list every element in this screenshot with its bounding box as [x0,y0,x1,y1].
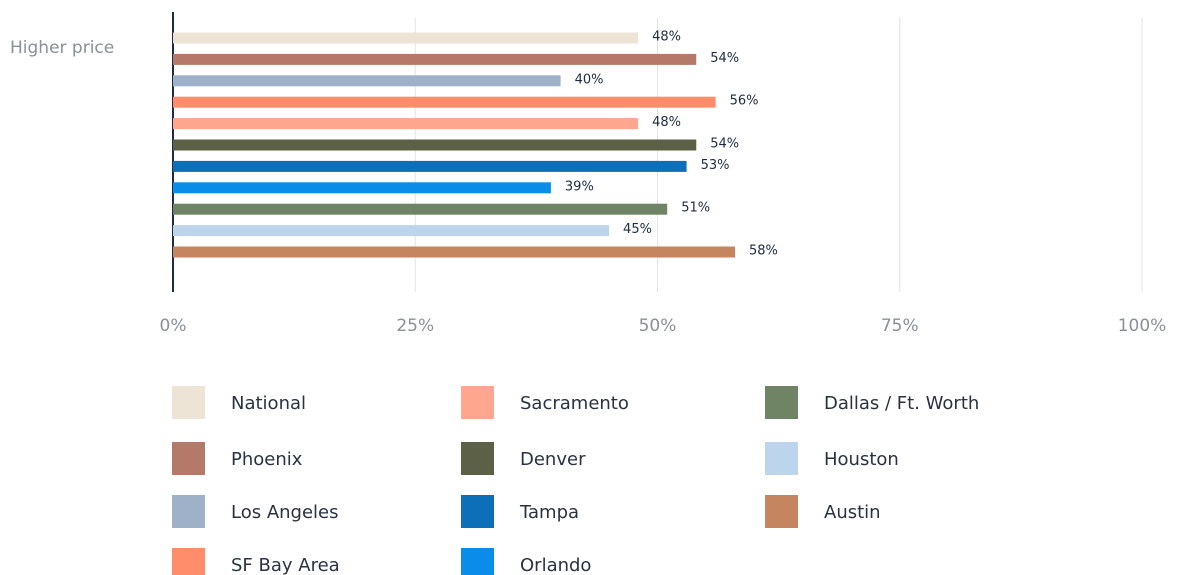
bar [173,203,668,215]
value-label: 40% [575,72,604,87]
value-label: 51% [681,201,710,216]
legend-label: Sacramento [520,393,629,414]
bar [173,246,736,258]
legend-swatch [461,548,494,575]
x-tick-label: 0% [160,316,187,336]
legend-swatch [172,442,205,475]
bar [173,160,687,172]
value-label: 48% [652,115,681,130]
x-tick-label: 75% [881,316,919,336]
value-label: 39% [565,179,594,194]
bar [173,53,697,65]
legend-label: Austin [824,502,881,523]
legend-label: Orlando [520,555,591,575]
legend-label: Denver [520,449,586,470]
bar [173,32,639,44]
value-label: 45% [623,222,652,237]
value-label: 58% [749,244,778,259]
legend-swatch [461,495,494,528]
legend-label: Tampa [519,502,579,523]
legend-swatch [172,548,205,575]
legend-swatch [172,386,205,419]
bar [173,139,697,151]
value-label: 54% [710,51,739,66]
legend-swatch [461,386,494,419]
x-tick-label: 100% [1118,316,1167,336]
legend-label: Houston [824,449,899,470]
value-label: 56% [730,94,759,109]
x-tick-label: 50% [639,316,677,336]
legend-swatch [172,495,205,528]
bar [173,75,561,87]
legend-swatch [765,442,798,475]
legend-label: Phoenix [231,449,303,470]
legend-swatch [461,442,494,475]
legend-swatch [765,386,798,419]
bar [173,182,551,194]
legend-label: Los Angeles [231,502,339,523]
value-label: 48% [652,30,681,45]
bar [173,118,639,130]
value-label: 54% [710,137,739,152]
bar [173,225,610,237]
legend-label: Dallas / Ft. Worth [824,393,979,414]
category-label: Higher price [10,38,114,58]
bar [173,96,716,108]
x-tick-label: 25% [396,316,434,336]
legend-label: National [231,393,306,414]
legend-label: SF Bay Area [231,555,340,575]
legend-swatch [765,495,798,528]
value-label: 53% [701,158,730,173]
